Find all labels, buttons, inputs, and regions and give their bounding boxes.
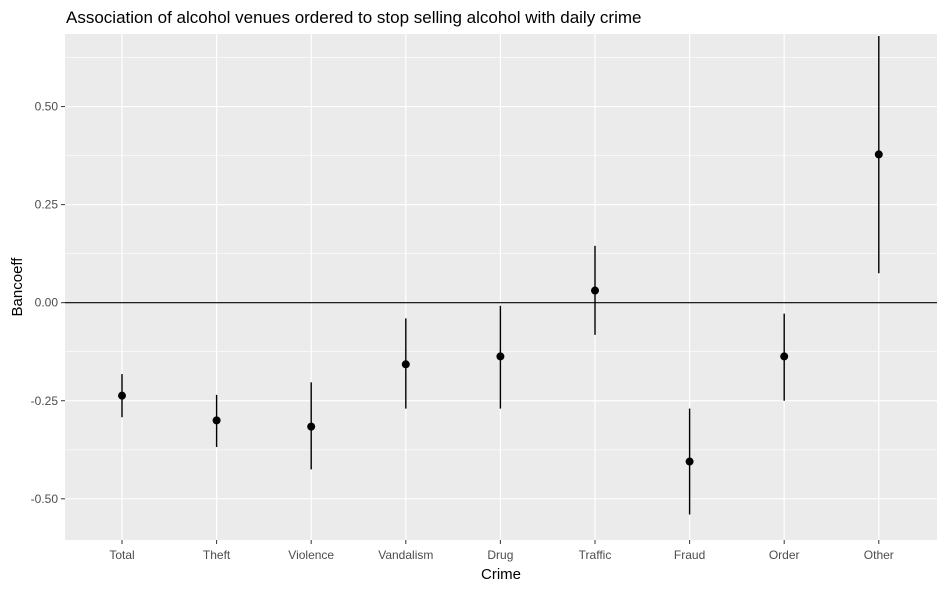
point-fraud [685,457,694,466]
points [118,150,883,466]
x-tick-label-vandalism: Vandalism [378,548,433,562]
y-tick-label: -0.25 [31,394,59,408]
x-tick-label-traffic: Traffic [579,548,612,562]
chart-title: Association of alcohol venues ordered to… [66,8,641,27]
y-tick-label: 0.25 [35,198,59,212]
point-traffic [591,286,599,295]
point-other [874,150,883,159]
x-axis-title: Crime [481,566,521,583]
y-axis-ticks: -0.50 -0.25 0.00 0.25 0.50 [31,100,65,506]
x-axis-ticks: Total Theft Violence Vandalism Drug Traffic Fr… [109,540,894,562]
y-axis-title: Bancoeff [9,257,26,317]
y-tick-label: 0.00 [35,296,59,310]
y-tick-label: 0.50 [35,100,59,114]
point-violence [307,422,316,431]
x-tick-label-drug: Drug [487,548,513,562]
x-tick-label-violence: Violence [288,548,334,562]
x-tick-label-total: Total [109,548,134,562]
point-theft [212,416,221,425]
point-total [118,391,126,400]
y-tick-label: -0.50 [31,492,59,506]
point-vandalism [401,360,410,369]
x-tick-label-other: Other [864,548,894,562]
point-order [780,352,789,361]
x-tick-label-order: Order [769,548,800,562]
point-drug [496,352,505,361]
x-tick-label-theft: Theft [203,548,231,562]
x-tick-label-fraud: Fraud [674,548,705,562]
